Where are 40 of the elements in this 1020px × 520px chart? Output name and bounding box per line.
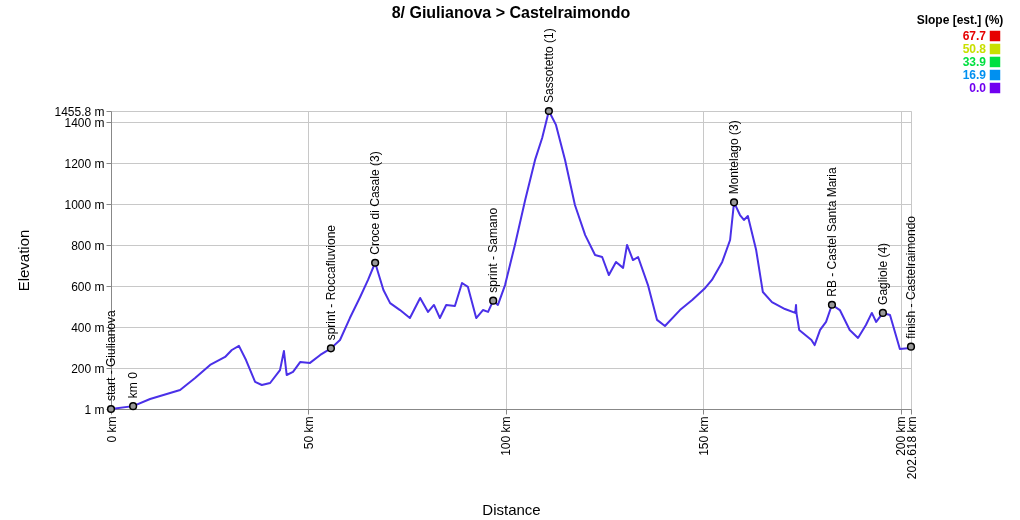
annotation: km 0 [126, 371, 141, 399]
color-bar-label: 50.8 [962, 41, 987, 56]
point [729, 198, 739, 207]
point [489, 296, 498, 305]
y-tick-label: 1 m [84, 402, 105, 417]
x-tick-label: 50 km [301, 416, 316, 450]
annotation: RB - Castel Santa Maria [824, 167, 839, 297]
color-bar-label: 67.7 [962, 29, 987, 43]
annotation: Montelago (3) [727, 120, 742, 195]
y-tick-label: 1000 m [64, 197, 105, 212]
y-tick-label: 800 m [71, 238, 105, 253]
point [326, 344, 336, 353]
annotation: Gagliole (4) [875, 242, 890, 305]
y-axis-title: Elevation [14, 229, 32, 292]
color-bar-title: Slope [est.] (%) [916, 13, 1004, 27]
color-bar-label: 0.0 [969, 81, 987, 95]
x-tick-label: 150 km [696, 416, 711, 456]
annotation: start - Giulianova [104, 309, 118, 401]
x-axis-title: Distance [482, 500, 541, 518]
annotation: Sassotetto (1) [541, 28, 556, 103]
point [906, 342, 916, 351]
x-tick-label: 100 km [499, 416, 514, 456]
color-bar-label: 33.9 [962, 54, 987, 69]
annotation: sprint - Roccafluvione [323, 224, 338, 341]
point [129, 402, 138, 411]
annotation: sprint - Samano [486, 207, 501, 293]
point [371, 258, 380, 267]
y-tick-label: 400 m [71, 320, 105, 335]
point [878, 308, 887, 318]
y-tick-label: 600 m [71, 279, 105, 294]
color-bar-label: 16.9 [962, 68, 987, 83]
y-tick-label: 1200 m [64, 156, 105, 171]
point [544, 106, 553, 116]
point [827, 300, 837, 309]
y-tick-label: 200 m [71, 361, 105, 376]
annotation: Croce di Casale (3) [368, 151, 383, 255]
chart-title: 8/ Giulianova > Castelraimondo [391, 4, 631, 21]
x-tick-label: 0 km [104, 416, 119, 443]
x-tick-label: 202.618 km [904, 416, 919, 480]
annotation: finish - Castelraimondo [904, 215, 918, 339]
